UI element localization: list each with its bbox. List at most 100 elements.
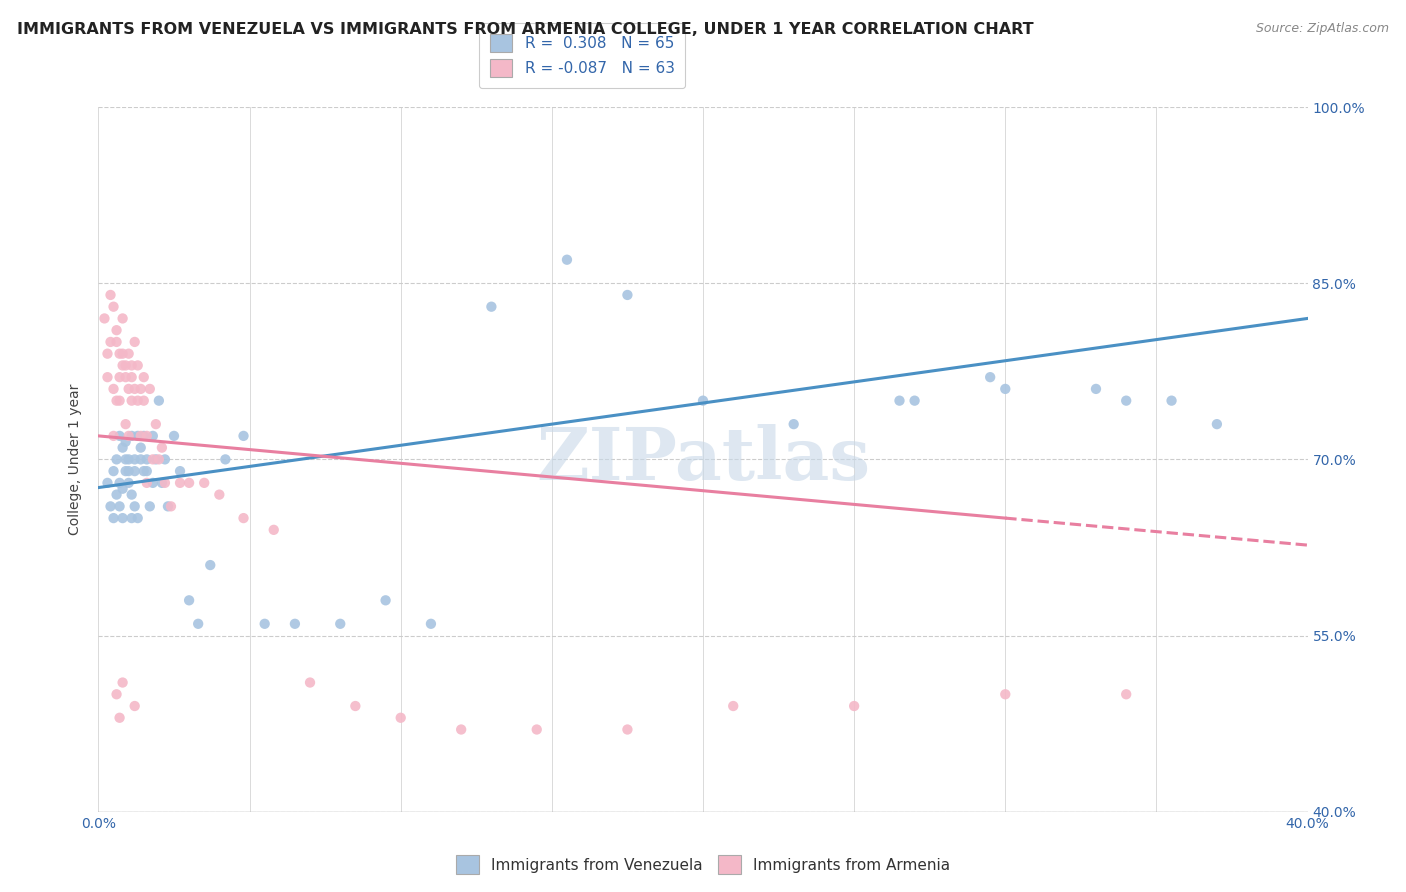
Point [121,359,143,373]
Point [193,475,215,490]
Point [148,452,170,467]
Point [111,441,134,455]
Point [124,334,146,349]
Point [121,487,143,501]
Point [118,475,141,490]
Point [187,616,209,631]
Point [121,370,143,384]
Point [111,346,134,360]
Point [1206,417,1229,431]
Point [150,475,173,490]
Point [118,346,141,360]
Point [121,393,143,408]
Point [723,699,745,714]
Point [121,429,143,443]
Point [132,429,155,443]
Point [1115,393,1137,408]
Point [132,393,155,408]
Point [127,393,149,408]
Point [129,429,152,443]
Point [118,452,141,467]
Point [132,370,155,384]
Point [139,382,162,396]
Point [844,699,866,714]
Point [103,464,125,478]
Point [105,687,128,701]
Point [616,288,638,302]
Point [105,323,128,337]
Point [135,464,157,478]
Point [994,382,1017,396]
Point [124,464,146,478]
Point [616,723,638,737]
Point [114,452,136,467]
Point [481,300,503,314]
Point [148,393,170,408]
Point [100,500,122,514]
Point [118,382,141,396]
Point [103,382,125,396]
Point [114,434,136,449]
Point [111,511,134,525]
Point [132,464,155,478]
Point [105,452,128,467]
Point [156,500,179,514]
Point [114,417,136,431]
Point [145,417,167,431]
Point [124,699,146,714]
Point [127,429,149,443]
Point [169,464,191,478]
Point [374,593,396,607]
Point [214,452,236,467]
Point [904,393,927,408]
Point [142,452,165,467]
Point [96,475,118,490]
Point [103,429,125,443]
Point [994,687,1017,701]
Point [100,334,122,349]
Point [169,475,191,490]
Point [127,359,149,373]
Point [142,429,165,443]
Point [1085,382,1108,396]
Point [150,441,173,455]
Point [160,500,183,514]
Point [135,429,157,443]
Point [153,452,176,467]
Point [93,311,115,326]
Point [555,252,578,267]
Point [127,511,149,525]
Point [979,370,1001,384]
Y-axis label: College, Under 1 year: College, Under 1 year [69,384,83,535]
Text: ZIPatlas: ZIPatlas [536,424,870,495]
Point [124,452,146,467]
Point [344,699,367,714]
Point [108,370,131,384]
Point [783,417,806,431]
Legend: R =  0.308   N = 65, R = -0.087   N = 63: R = 0.308 N = 65, R = -0.087 N = 63 [479,23,685,87]
Point [96,370,118,384]
Point [389,711,412,725]
Point [129,382,152,396]
Point [889,393,911,408]
Point [114,370,136,384]
Point [145,452,167,467]
Point [253,616,276,631]
Point [129,441,152,455]
Point [232,511,254,525]
Text: Source: ZipAtlas.com: Source: ZipAtlas.com [1256,22,1389,36]
Point [108,346,131,360]
Point [692,393,714,408]
Point [118,429,141,443]
Point [100,288,122,302]
Text: IMMIGRANTS FROM VENEZUELA VS IMMIGRANTS FROM ARMENIA COLLEGE, UNDER 1 YEAR CORRE: IMMIGRANTS FROM VENEZUELA VS IMMIGRANTS … [17,22,1033,37]
Point [96,346,118,360]
Point [105,334,128,349]
Point [179,593,201,607]
Point [121,511,143,525]
Point [135,475,157,490]
Point [1160,393,1182,408]
Point [105,487,128,501]
Point [1115,687,1137,701]
Point [108,475,131,490]
